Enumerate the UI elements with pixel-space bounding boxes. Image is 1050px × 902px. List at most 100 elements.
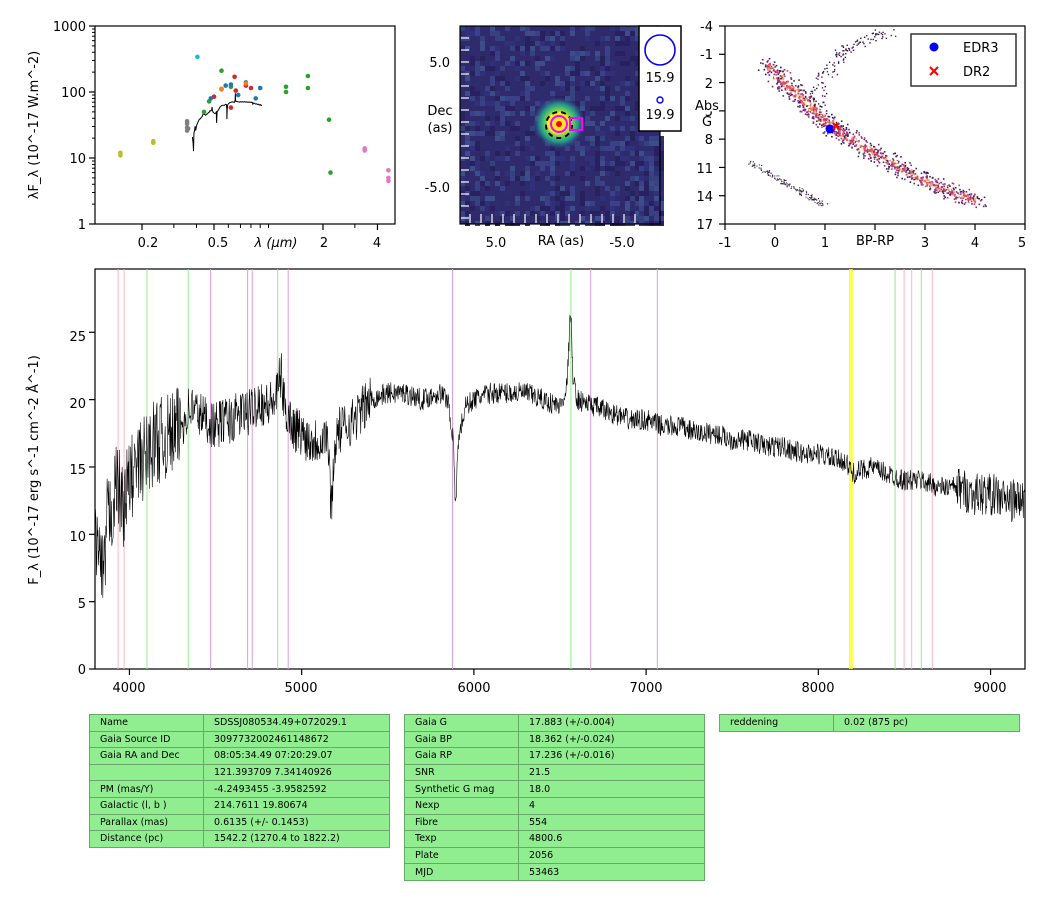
cmd-density-dot [835, 134, 838, 136]
cmd-density-dot [950, 189, 953, 192]
cmd-density-dot [828, 121, 831, 124]
cmd-density-dot [871, 32, 874, 35]
cmd-density-dot [909, 171, 911, 173]
cmd-density-dot [889, 159, 892, 162]
table-row: Distance (pc) 1542.2 (1270.4 to 1822.2) [89, 830, 390, 848]
table-row: Plate 2056 [404, 846, 705, 865]
cmd-density-dot [864, 145, 866, 147]
cmd-density-dot [928, 181, 931, 184]
cmd-density-dot [800, 193, 802, 195]
cmd-density-dot [788, 96, 790, 98]
cmd-density-dot [883, 157, 886, 160]
cmd-density-dot [864, 36, 866, 38]
image-pixel [525, 76, 530, 81]
photometry-table: Gaia G 17.883 (+/-0.004) Gaia BP 18.362 (+… [404, 714, 705, 881]
cmd-density-dot [793, 100, 796, 102]
image-pixel [630, 146, 635, 151]
image-pixel [475, 36, 480, 41]
cmd-density-dot [834, 49, 837, 51]
cmd-xtick-0: 0 [771, 236, 779, 251]
image-pixel [600, 156, 605, 161]
image-pixel [530, 146, 535, 151]
cmd-density-dot [815, 109, 817, 111]
cmd-density-dot [835, 137, 838, 139]
image-pixel [540, 41, 545, 46]
cmd-density-dot [772, 174, 774, 176]
image-pixel [585, 86, 590, 91]
cmd-density-dot [797, 100, 799, 102]
cmd-density-dot [776, 81, 779, 83]
mag-legend-big-circle [644, 34, 676, 66]
cmd-density-dot [775, 64, 778, 67]
image-pixel [475, 91, 480, 96]
image-pixel [590, 81, 595, 86]
image-pixel [570, 71, 575, 76]
image-pixel [505, 81, 510, 86]
cmd-density-dot [768, 70, 771, 72]
image-pixel [490, 61, 495, 66]
img-xtick-5: 5.0 [486, 236, 507, 251]
cmd-density-dot [842, 138, 845, 141]
cmd-density-dot [811, 104, 814, 106]
cmd-density-dot [805, 105, 808, 107]
image-pixel [555, 161, 560, 166]
image-pixel [495, 116, 500, 121]
image-pixel [639, 191, 644, 196]
image-pixel [460, 181, 465, 186]
cmd-density-dot [842, 129, 844, 132]
table-row: SNR 21.5 [404, 763, 705, 782]
cmd-density-dot [757, 69, 760, 71]
image-pixel [605, 36, 610, 41]
image-pixel [615, 191, 620, 196]
image-pixel [530, 131, 535, 136]
cmd-density-dot [803, 103, 806, 106]
cmd-density-dot [976, 196, 979, 198]
cmd-density-dot [910, 178, 913, 180]
image-pixel [605, 66, 610, 71]
cmd-density-dot [848, 49, 851, 51]
image-pixel [550, 211, 555, 216]
spectrum-flux-line [94, 314, 1025, 598]
cmd-density-dot [831, 132, 834, 134]
cmd-density-dot [840, 130, 843, 133]
cmd-density-dot [824, 123, 826, 126]
image-pixel [585, 121, 590, 126]
cmd-legend-edr3-marker [929, 42, 939, 52]
cmd-density-dot [925, 181, 928, 184]
image-pixel [510, 111, 515, 116]
cmd-density-dot [767, 64, 770, 66]
image-pixel [620, 51, 625, 56]
image-pixel [475, 126, 480, 131]
cmd-density-dot [894, 167, 896, 170]
cmd-density-dot [960, 197, 962, 199]
table-cell-label: Synthetic G mag [404, 780, 519, 798]
image-pixel [565, 66, 570, 71]
image-pixel [545, 176, 550, 181]
cmd-density-dot [900, 156, 902, 158]
cmd-density-dot [894, 173, 897, 176]
cmd-density-dot [824, 104, 826, 107]
cmd-density-dot [900, 170, 903, 173]
image-pixel [620, 31, 625, 36]
cmd-density-dot [969, 198, 971, 201]
image-pixel [560, 36, 565, 41]
cmd-density-dot [972, 196, 975, 198]
cmd-density-dot [763, 171, 765, 173]
cmd-density-dot [806, 105, 809, 107]
image-pixel [505, 96, 510, 101]
cmd-density-dot [768, 65, 770, 68]
cmd-density-dot [817, 109, 820, 112]
cmd-density-dot [871, 153, 874, 156]
cmd-density-dot [825, 92, 828, 95]
image-pixel [550, 46, 555, 51]
cmd-density-dot [805, 190, 807, 193]
cmd-density-dot [840, 128, 842, 131]
cmd-density-dot [802, 89, 804, 92]
image-pixel [600, 56, 605, 61]
image-pixel [515, 151, 520, 156]
cmd-density-dot [875, 34, 877, 36]
cmd-density-dot [880, 147, 882, 150]
image-pixel [605, 161, 610, 166]
cmd-density-dot [792, 89, 795, 92]
cmd-density-dot [965, 195, 967, 198]
